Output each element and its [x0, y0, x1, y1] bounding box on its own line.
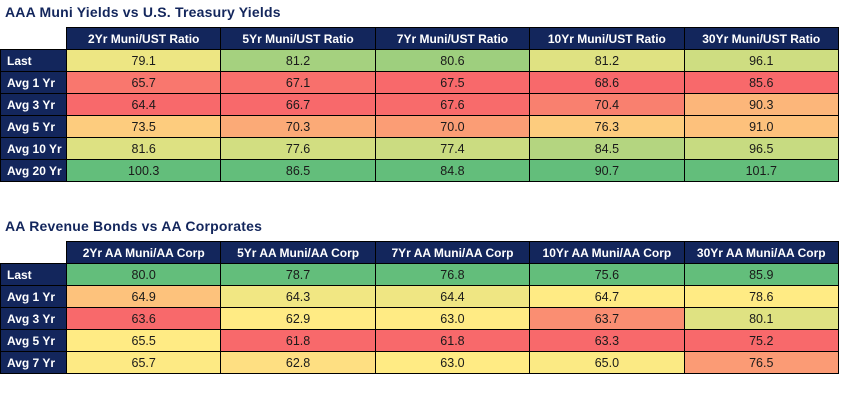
value-cell: 100.3 — [65, 159, 222, 182]
value-cell: 81.2 — [220, 49, 376, 72]
value-cell: 64.7 — [529, 285, 685, 308]
value-cell: 80.1 — [683, 307, 839, 330]
value-cell: 65.0 — [529, 351, 685, 374]
value-cell: 61.8 — [220, 329, 376, 352]
value-cell: 91.0 — [683, 115, 839, 138]
value-cell: 84.8 — [374, 159, 531, 182]
column-header: 10Yr AA Muni/AA Corp — [529, 241, 685, 264]
value-cell: 64.3 — [220, 285, 376, 308]
table-section-muni-vs-treasury: AAA Muni Yields vs U.S. Treasury Yields … — [0, 4, 841, 182]
column-header: 5Yr Muni/UST Ratio — [220, 27, 376, 50]
table-section-revenue-vs-corporates: AA Revenue Bonds vs AA Corporates 2Yr AA… — [0, 218, 841, 374]
table-row: Avg 5 Yr 73.5 70.3 70.0 76.3 91.0 — [0, 115, 839, 138]
value-cell: 85.9 — [683, 263, 839, 286]
row-label: Avg 3 Yr — [0, 93, 67, 116]
table-row: Avg 5 Yr 65.5 61.8 61.8 63.3 75.2 — [0, 329, 839, 352]
table-row: Avg 3 Yr 64.4 66.7 67.6 70.4 90.3 — [0, 93, 839, 116]
value-cell: 68.6 — [529, 71, 685, 94]
value-cell: 76.3 — [529, 115, 685, 138]
value-cell: 67.5 — [374, 71, 531, 94]
value-cell: 76.8 — [374, 263, 531, 286]
column-header: 7Yr Muni/UST Ratio — [374, 27, 531, 50]
column-header: 2Yr AA Muni/AA Corp — [65, 241, 222, 264]
row-label: Avg 5 Yr — [0, 115, 67, 138]
value-cell: 63.7 — [529, 307, 685, 330]
row-label: Avg 10 Yr — [0, 137, 67, 160]
value-cell: 84.5 — [529, 137, 685, 160]
value-cell: 67.1 — [220, 71, 376, 94]
aa-muni-aa-corp-heatmap-table: 2Yr AA Muni/AA Corp 5Yr AA Muni/AA Corp 7Y… — [0, 241, 839, 374]
value-cell: 73.5 — [65, 115, 222, 138]
value-cell: 64.9 — [65, 285, 222, 308]
value-cell: 76.5 — [683, 351, 839, 374]
row-label: Avg 7 Yr — [0, 351, 67, 374]
column-header: 30Yr AA Muni/AA Corp — [683, 241, 839, 264]
value-cell: 64.4 — [65, 93, 222, 116]
corner-cell — [0, 27, 67, 50]
value-cell: 65.7 — [65, 71, 222, 94]
value-cell: 79.1 — [65, 49, 222, 72]
value-cell: 75.6 — [529, 263, 685, 286]
value-cell: 90.3 — [683, 93, 839, 116]
table-row: Avg 3 Yr 63.6 62.9 63.0 63.7 80.1 — [0, 307, 839, 330]
value-cell: 77.4 — [374, 137, 531, 160]
table-row: Avg 20 Yr 100.3 86.5 84.8 90.7 101.7 — [0, 159, 839, 182]
value-cell: 80.6 — [374, 49, 531, 72]
value-cell: 63.6 — [65, 307, 222, 330]
value-cell: 64.4 — [374, 285, 531, 308]
value-cell: 70.3 — [220, 115, 376, 138]
value-cell: 96.5 — [683, 137, 839, 160]
value-cell: 81.6 — [65, 137, 222, 160]
value-cell: 75.2 — [683, 329, 839, 352]
row-label: Last — [0, 263, 67, 286]
value-cell: 65.7 — [65, 351, 222, 374]
column-header: 2Yr Muni/UST Ratio — [65, 27, 222, 50]
column-header: 7Yr AA Muni/AA Corp — [374, 241, 531, 264]
column-header: 10Yr Muni/UST Ratio — [529, 27, 685, 50]
row-label: Last — [0, 49, 67, 72]
value-cell: 63.3 — [529, 329, 685, 352]
row-label: Avg 20 Yr — [0, 159, 67, 182]
value-cell: 80.0 — [65, 263, 222, 286]
value-cell: 96.1 — [683, 49, 839, 72]
value-cell: 61.8 — [374, 329, 531, 352]
table-row: Avg 10 Yr 81.6 77.6 77.4 84.5 96.5 — [0, 137, 839, 160]
muni-ust-ratio-heatmap-table: 2Yr Muni/UST Ratio 5Yr Muni/UST Ratio 7Yr … — [0, 27, 839, 182]
value-cell: 86.5 — [220, 159, 376, 182]
value-cell: 62.9 — [220, 307, 376, 330]
value-cell: 78.7 — [220, 263, 376, 286]
table-row: Last 80.0 78.7 76.8 75.6 85.9 — [0, 263, 839, 286]
value-cell: 77.6 — [220, 137, 376, 160]
value-cell: 70.0 — [374, 115, 531, 138]
value-cell: 63.0 — [374, 307, 531, 330]
header-row: 2Yr AA Muni/AA Corp 5Yr AA Muni/AA Corp 7Y… — [0, 241, 839, 264]
value-cell: 85.6 — [683, 71, 839, 94]
value-cell: 90.7 — [529, 159, 685, 182]
column-header: 30Yr Muni/UST Ratio — [683, 27, 839, 50]
row-label: Avg 3 Yr — [0, 307, 67, 330]
table-title-revenue-vs-corporates: AA Revenue Bonds vs AA Corporates — [5, 218, 263, 234]
column-header: 5Yr AA Muni/AA Corp — [220, 241, 376, 264]
value-cell: 101.7 — [683, 159, 839, 182]
value-cell: 66.7 — [220, 93, 376, 116]
header-row: 2Yr Muni/UST Ratio 5Yr Muni/UST Ratio 7Yr … — [0, 27, 839, 50]
value-cell: 70.4 — [529, 93, 685, 116]
table-row: Avg 7 Yr 65.7 62.8 63.0 65.0 76.5 — [0, 351, 839, 374]
value-cell: 81.2 — [529, 49, 685, 72]
corner-cell — [0, 241, 67, 264]
value-cell: 78.6 — [683, 285, 839, 308]
table-row: Last 79.1 81.2 80.6 81.2 96.1 — [0, 49, 839, 72]
row-label: Avg 1 Yr — [0, 71, 67, 94]
row-label: Avg 1 Yr — [0, 285, 67, 308]
value-cell: 65.5 — [65, 329, 222, 352]
value-cell: 67.6 — [374, 93, 531, 116]
table-row: Avg 1 Yr 65.7 67.1 67.5 68.6 85.6 — [0, 71, 839, 94]
value-cell: 63.0 — [374, 351, 531, 374]
table-title-muni-vs-treasury: AAA Muni Yields vs U.S. Treasury Yields — [5, 4, 281, 20]
row-label: Avg 5 Yr — [0, 329, 67, 352]
value-cell: 62.8 — [220, 351, 376, 374]
table-row: Avg 1 Yr 64.9 64.3 64.4 64.7 78.6 — [0, 285, 839, 308]
